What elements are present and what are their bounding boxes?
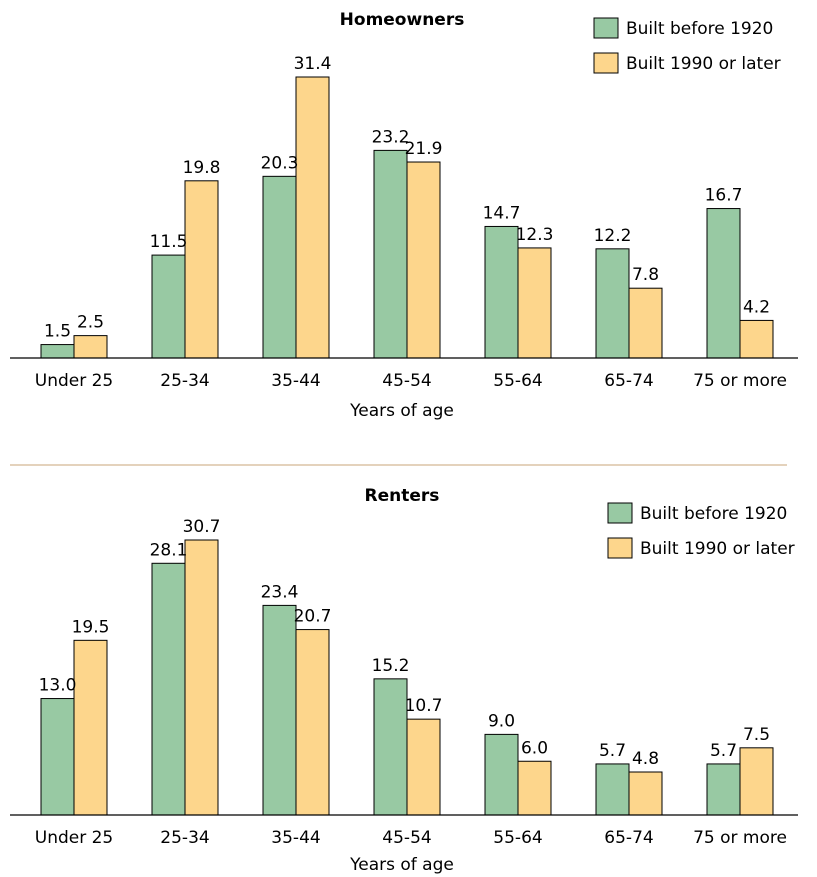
x-tick-label: 75 or more [693,828,787,848]
legend-swatch-built-before-1920 [607,502,633,524]
value-label: 30.7 [183,517,221,537]
value-label: 5.7 [710,741,737,761]
value-label: 23.2 [372,127,410,147]
bar-built-1990-or-later-45-54 [406,718,441,816]
value-label: 12.2 [594,226,632,246]
value-label: 16.7 [705,186,743,206]
value-label: 6.0 [521,738,548,758]
legend-label-built-1990-or-later: Built 1990 or later [640,539,795,559]
value-label: 10.7 [405,696,443,716]
value-label: 15.2 [372,656,410,676]
bar-built-1990-or-later-65-74 [628,771,663,816]
bar-built-1990-or-later-55-64 [517,247,552,359]
bar-built-1990-or-later-75-or-more [739,319,774,359]
value-label: 19.8 [183,158,221,178]
value-label: 2.5 [77,313,104,333]
value-label: 14.7 [483,203,521,223]
value-label: 4.2 [743,297,770,317]
homeowners-tick-labels: Under 25 25-34 35-44 45-54 55-64 65-74 75 or m… [35,371,787,391]
bar-built-1990-or-later-75-or-more [739,747,774,816]
bar-built-1990-or-later-35-44 [295,629,330,816]
bar-built-before-1920-75-or-more [706,208,741,359]
bar-built-before-1920-65-74 [595,248,630,359]
renters-tick-labels: Under 25 25-34 35-44 45-54 55-64 65-74 75 or m… [35,828,787,848]
x-tick-label: 65-74 [604,371,653,391]
x-tick-label: 75 or more [693,371,787,391]
x-tick-label: 35-44 [271,371,320,391]
x-tick-label: 25-34 [160,371,209,391]
renters-legend: Built before 1920 Built 1990 or later [607,502,795,559]
x-tick-label: 35-44 [271,828,320,848]
bar-built-1990-or-later-45-54 [406,161,441,359]
bar-built-1990-or-later-under-25 [73,639,108,816]
value-label: 4.8 [632,749,659,769]
bar-built-before-1920-45-54 [373,678,408,816]
value-label: 7.5 [743,725,770,745]
value-label: 11.5 [150,232,188,252]
bar-built-1990-or-later-25-34 [184,180,219,359]
value-label: 12.3 [516,225,554,245]
value-label: 1.5 [44,322,71,342]
legend-swatch-built-before-1920 [593,17,619,39]
value-label: 21.9 [405,139,443,159]
x-tick-label: 45-54 [382,828,431,848]
homeowners-value-labels: 1.5 2.5 11.5 19.8 20.3 31.4 23.221.9 14.712.3 12… [44,54,770,342]
value-label: 7.8 [632,265,659,285]
bar-built-before-1920-25-34 [151,562,186,816]
legend-swatch-built-1990-or-later [607,537,633,559]
x-tick-label: 45-54 [382,371,431,391]
homeowners-x-axis-label: Years of age [349,401,454,421]
renters-x-axis-label: Years of age [349,855,454,875]
renters-value-labels: 13.0 19.5 28.1 30.7 23.4 20.7 15.2 10.7 9.0 6.0 5.… [39,517,770,769]
x-tick-label: Under 25 [35,371,114,391]
value-label: 19.5 [72,617,110,637]
homeowners-bars [40,76,774,359]
bar-built-before-1920-45-54 [373,149,408,359]
homeowners-chart: Homeowners Built before 1920 Built 1990 … [10,10,798,421]
bar-built-before-1920-under-25 [40,698,75,816]
value-label: 23.4 [261,582,299,602]
legend-swatch-built-1990-or-later [593,52,619,74]
bar-built-before-1920-35-44 [262,175,297,359]
bar-built-before-1920-75-or-more [706,763,741,816]
homeowners-title: Homeowners [340,10,465,30]
legend-label-built-before-1920: Built before 1920 [640,504,787,524]
x-tick-label: 65-74 [604,828,653,848]
bar-built-1990-or-later-55-64 [517,760,552,816]
x-tick-label: Under 25 [35,828,114,848]
value-label: 9.0 [488,711,515,731]
legend-label-built-before-1920: Built before 1920 [626,19,773,39]
bar-built-1990-or-later-25-34 [184,539,219,816]
bar-built-before-1920-25-34 [151,254,186,359]
x-tick-label: 55-64 [493,371,542,391]
renters-chart: Renters Built before 1920 Built 1990 or … [10,486,798,875]
bar-built-before-1920-55-64 [484,225,519,359]
bar-built-1990-or-later-65-74 [628,287,663,359]
renters-bars [40,539,774,816]
legend-label-built-1990-or-later: Built 1990 or later [626,54,781,74]
bar-built-before-1920-under-25 [40,344,75,359]
value-label: 13.0 [39,676,77,696]
value-label: 31.4 [294,54,332,74]
value-label: 20.3 [261,153,299,173]
x-tick-label: 55-64 [493,828,542,848]
bar-built-1990-or-later-35-44 [295,76,330,359]
x-tick-label: 25-34 [160,828,209,848]
bar-built-before-1920-35-44 [262,604,297,816]
value-label: 28.1 [150,540,188,560]
value-label: 20.7 [294,607,332,627]
bar-built-before-1920-65-74 [595,763,630,816]
bar-built-1990-or-later-under-25 [73,335,108,359]
bar-built-before-1920-55-64 [484,733,519,816]
value-label: 5.7 [599,741,626,761]
homeowners-legend: Built before 1920 Built 1990 or later [593,17,781,74]
renters-title: Renters [365,486,440,506]
